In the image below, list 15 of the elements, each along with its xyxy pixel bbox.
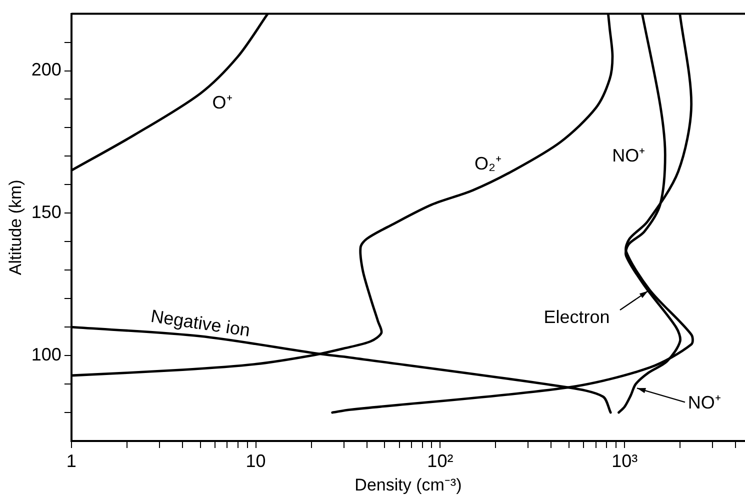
x-tick-label: 10	[246, 450, 266, 471]
x-tick-label: 10³	[612, 450, 638, 471]
series-label: NO⁺	[612, 146, 646, 166]
x-tick-label: 1	[66, 450, 76, 471]
series-label: O₂⁺	[474, 153, 502, 174]
y-axis-title: Altitude (km)	[6, 180, 25, 276]
x-axis-title: Density (cm⁻³)	[354, 475, 462, 494]
text: Electron	[544, 307, 610, 328]
series-label: O⁺	[212, 92, 232, 113]
x-tick-label: 10²	[427, 450, 454, 471]
annotation: NO⁺	[688, 392, 721, 413]
y-tick-label: 100	[31, 344, 62, 365]
text: Negative ion	[149, 306, 252, 340]
y-tick-label: 150	[31, 202, 62, 222]
y-tick-label: 200	[31, 60, 62, 80]
